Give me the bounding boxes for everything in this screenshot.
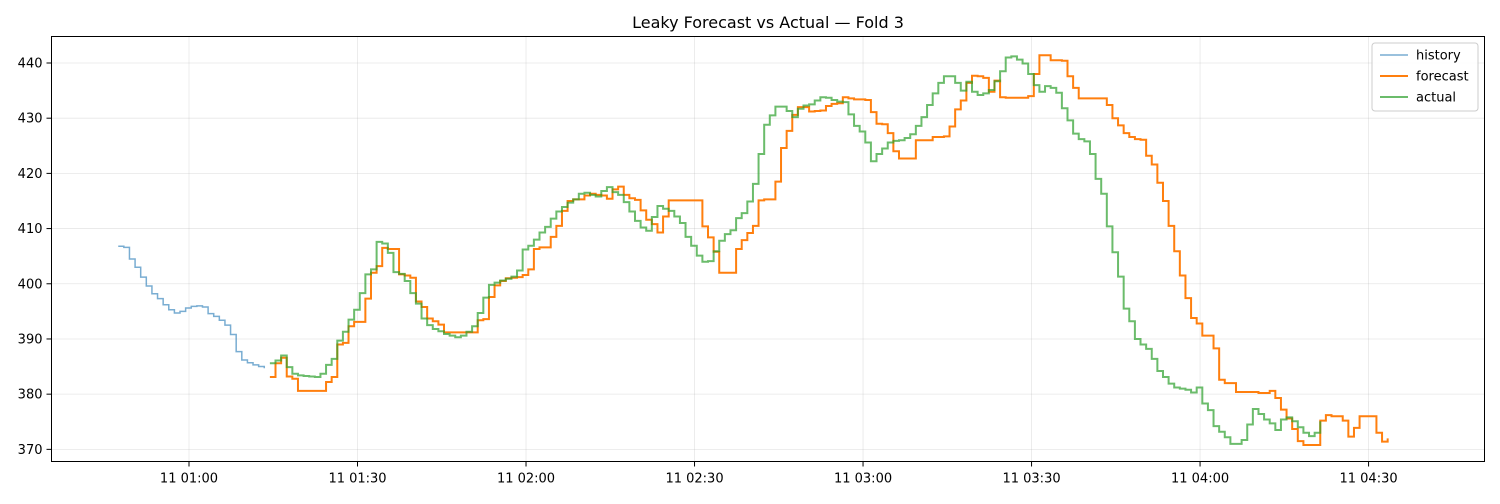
grid-lines xyxy=(51,36,1485,462)
series-line-actual xyxy=(269,55,1322,445)
legend-label-history: history xyxy=(1416,49,1461,64)
x-tick-label: 11 03:30 xyxy=(1002,472,1060,487)
series-line-forecast xyxy=(269,54,1389,446)
y-tick-label: 380 xyxy=(18,388,43,403)
y-tick-label: 430 xyxy=(18,112,43,127)
legend-label-forecast: forecast xyxy=(1416,70,1469,85)
x-tick-label: 11 01:00 xyxy=(160,472,218,487)
x-tick-label: 11 03:00 xyxy=(834,472,892,487)
x-tick-label: 11 02:30 xyxy=(665,472,723,487)
x-tick-label: 11 04:00 xyxy=(1171,472,1229,487)
series-line-history xyxy=(118,245,266,369)
x-tick-label: 11 01:30 xyxy=(328,472,386,487)
plot-frame xyxy=(51,36,1485,462)
legend-label-actual: actual xyxy=(1416,91,1456,106)
chart-title: Leaky Forecast vs Actual — Fold 3 xyxy=(632,13,904,32)
y-tick-label: 400 xyxy=(18,277,43,292)
y-tick-label: 440 xyxy=(18,56,43,71)
y-tick-label: 390 xyxy=(18,332,43,347)
y-tick-label: 370 xyxy=(18,443,43,458)
x-tick-label: 11 04:30 xyxy=(1339,472,1397,487)
y-tick-label: 410 xyxy=(18,222,43,237)
x-axis-ticks: 11 01:00 11 01:30 11 02:00 11 02:30 11 03:00… xyxy=(160,461,1398,487)
legend: history forecast actual xyxy=(1371,42,1479,112)
y-axis-ticks: 370 380 390 400 410 420 430 440 xyxy=(18,56,52,458)
legend-box xyxy=(1371,42,1479,112)
x-tick-label: 11 02:00 xyxy=(497,472,555,487)
series-lines xyxy=(118,54,1389,446)
y-tick-label: 420 xyxy=(18,167,43,182)
